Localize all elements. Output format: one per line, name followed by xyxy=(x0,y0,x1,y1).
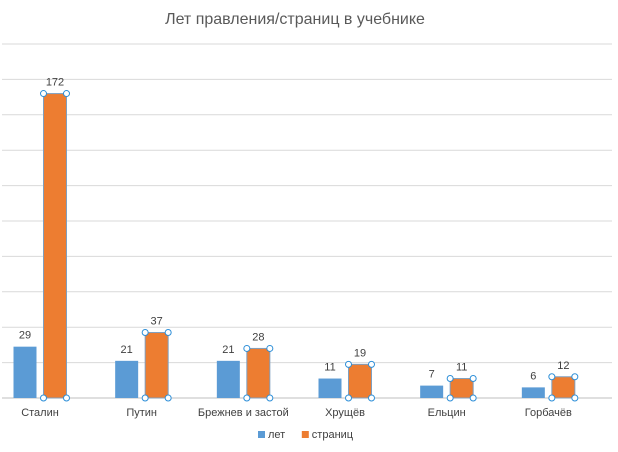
legend-label: лет xyxy=(268,429,285,441)
data-label: 6 xyxy=(530,370,536,382)
data-label: 12 xyxy=(557,360,569,372)
selection-handle[interactable] xyxy=(368,360,375,368)
selection-handle[interactable] xyxy=(548,373,556,381)
legend-swatch xyxy=(258,431,265,438)
bar-страниц-1[interactable] xyxy=(144,332,169,399)
x-axis-tick-labels: Сталин Путин Брежнев и застой Хрущёв Ельцин Г… xyxy=(21,407,572,419)
bar-лет-5[interactable] xyxy=(521,387,545,398)
selection-handle[interactable] xyxy=(243,344,251,352)
selection-handle[interactable] xyxy=(345,360,352,368)
bar-лет-4[interactable] xyxy=(420,385,444,398)
selection-handle[interactable] xyxy=(63,394,70,402)
bar-страниц-4[interactable] xyxy=(449,378,474,399)
data-label: 11 xyxy=(456,362,467,374)
selection-handle[interactable] xyxy=(266,344,274,352)
data-label: 21 xyxy=(222,344,234,356)
selection-handle[interactable] xyxy=(368,394,375,402)
data-label: 37 xyxy=(151,316,163,328)
selection-handle[interactable] xyxy=(243,394,251,402)
selection-handle[interactable] xyxy=(548,394,556,402)
data-label: 7 xyxy=(429,369,435,381)
selection-handle[interactable] xyxy=(446,375,454,383)
selection-handle[interactable] xyxy=(63,90,70,98)
selection-handle[interactable] xyxy=(571,373,579,381)
selection-handle[interactable] xyxy=(141,394,149,402)
gridlines xyxy=(2,43,612,399)
selection-handle[interactable] xyxy=(164,394,172,402)
bar-страниц-2[interactable] xyxy=(246,347,271,399)
selection-handle[interactable] xyxy=(446,394,454,402)
bar-лет-3[interactable] xyxy=(318,378,342,398)
x-tick-label: Ельцин xyxy=(428,407,466,419)
selection-handle[interactable] xyxy=(40,90,47,98)
bar-страниц-0[interactable] xyxy=(43,93,67,399)
bar-лет-1[interactable] xyxy=(115,360,139,398)
bar-страниц-3[interactable] xyxy=(348,363,372,399)
legend-label: страниц xyxy=(312,429,354,441)
x-tick-label: Горбачёв xyxy=(525,407,572,419)
selection-handle[interactable] xyxy=(164,329,172,337)
x-tick-label: Путин xyxy=(126,407,157,419)
chart-title: Лет правления/страниц в учебнике xyxy=(165,11,425,28)
bar-страниц-5[interactable] xyxy=(551,376,576,399)
x-tick-label: Сталин xyxy=(21,407,59,419)
selection-handle[interactable] xyxy=(469,394,477,402)
data-label: 28 xyxy=(252,331,264,343)
x-tick-label: Хрущёв xyxy=(325,407,365,419)
selection-handle[interactable] xyxy=(266,394,274,402)
x-tick-label: Брежнев и застой xyxy=(198,407,289,419)
legend[interactable]: лет страниц xyxy=(258,429,354,441)
data-labels: 29 172 21 37 21 28 11 19 7 11 6 12 xyxy=(19,77,570,383)
data-label: 172 xyxy=(46,77,64,89)
legend-swatch xyxy=(301,431,309,438)
data-label: 19 xyxy=(354,347,366,359)
selection-handle[interactable] xyxy=(469,375,477,383)
data-label: 21 xyxy=(121,344,133,356)
selection-handle[interactable] xyxy=(345,394,352,402)
data-label: 11 xyxy=(324,362,335,374)
bar-лет-0[interactable] xyxy=(13,346,37,398)
plot-area xyxy=(13,90,579,402)
selection-handle[interactable] xyxy=(571,394,579,402)
selection-handle[interactable] xyxy=(40,394,47,402)
data-label: 29 xyxy=(19,330,31,342)
selection-handle[interactable] xyxy=(141,329,149,337)
bar-лет-2[interactable] xyxy=(216,360,240,398)
